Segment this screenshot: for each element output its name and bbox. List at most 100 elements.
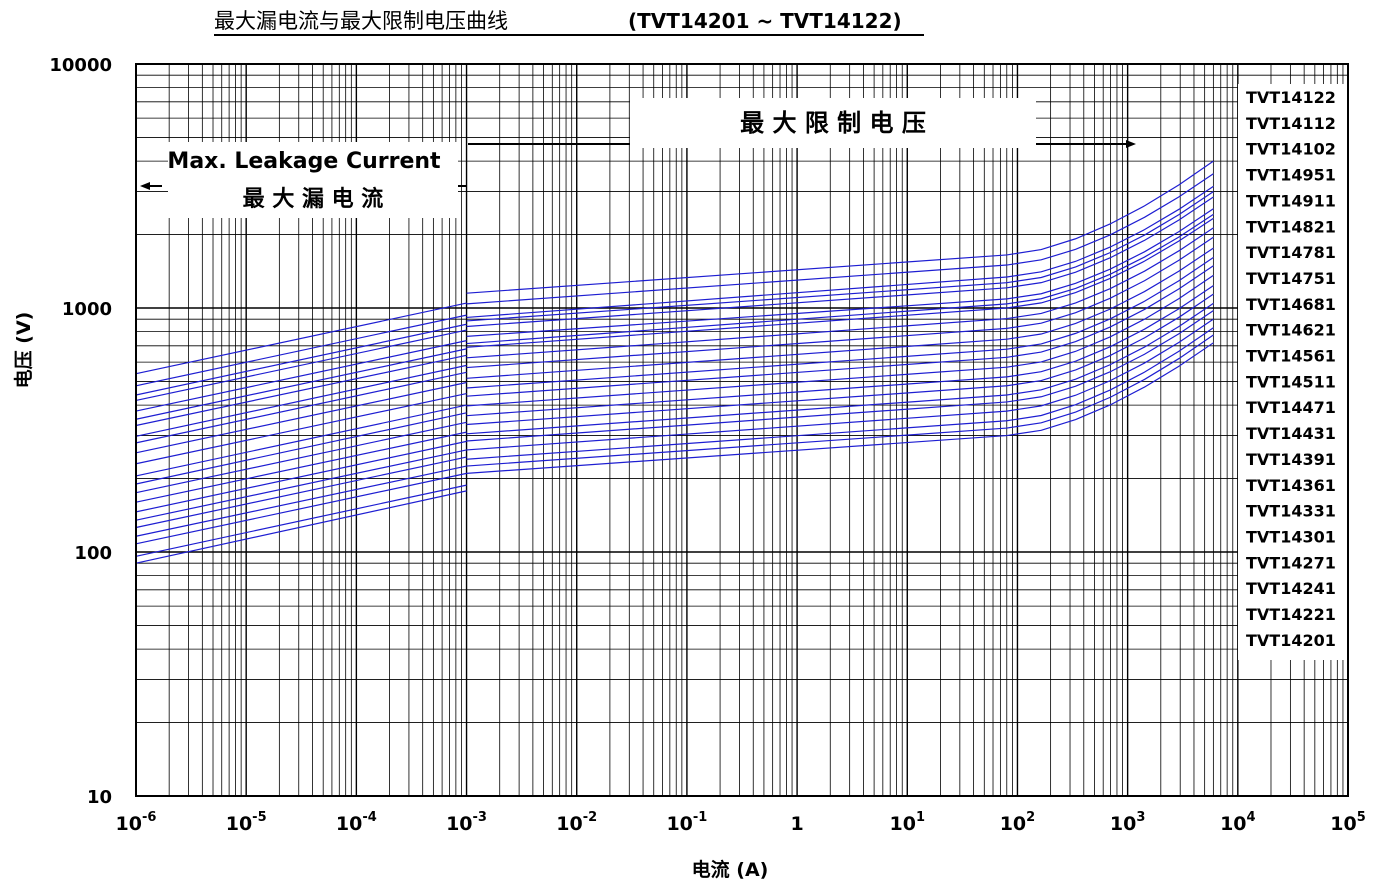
leakage-curve-TVT14681 [135,371,467,444]
y-tick-label: 10 [87,787,112,808]
x-tick-label: 102 [1000,810,1036,835]
clamping-curve-TVT14561 [466,247,1214,379]
leakage-arrow-head [140,182,150,190]
leakage-curve-TVT14331 [135,449,467,521]
legend-entry: TVT14911 [1246,191,1336,210]
leakage-curve-TVT14911 [135,340,467,412]
leakage-curve-TVT14241 [135,472,467,545]
clamping-curve-TVT14781 [466,213,1214,345]
clamping-label: 最 大 限 制 电 压 [740,109,926,137]
y-axis-label: 电压 (V) [12,312,35,389]
legend-entry: TVT14781 [1246,243,1336,262]
clamping-curve-TVT14681 [466,227,1214,359]
x-tick-label: 10-1 [666,810,707,835]
x-tick-label: 105 [1330,810,1366,835]
legend-entry: TVT14511 [1246,372,1336,391]
leakage-curve-TVT14431 [135,421,467,494]
clamping-curve-TVT14112 [466,173,1214,305]
clamping-curve-TVT14201 [466,342,1214,474]
legend-entry: TVT14331 [1246,502,1336,521]
legend-entry: TVT14621 [1246,321,1336,340]
leakage-curve-TVT14361 [135,440,467,513]
leakage-curve-TVT14621 [135,381,467,454]
legend-entry: TVT14471 [1246,398,1336,417]
clamping-curve-TVT14911 [466,196,1214,328]
chart-title-models: (TVT14201 ~ TVT14122) [628,9,902,33]
legend-panel [1238,84,1348,660]
y-tick-labels: 10 100 1000 10000 [49,55,112,808]
leakage-label-en: Max. Leakage Current [167,149,441,174]
series-group [135,160,1214,564]
x-tick-label: 103 [1110,810,1146,835]
x-axis-label: 电流 (A) [692,858,769,881]
x-tick-label: 10-4 [336,810,377,835]
x-tick-label: 10-6 [116,810,157,835]
leakage-curve-TVT14102 [135,323,467,396]
legend-entry: TVT14391 [1246,450,1336,469]
clamping-curve-TVT14271 [466,318,1214,451]
x-tick-label: 101 [890,810,926,835]
x-tick-label: 1 [790,813,803,835]
clamping-curve-TVT14431 [466,274,1214,407]
leakage-curve-TVT14391 [135,431,467,503]
legend-entry: TVT14301 [1246,527,1336,546]
legend-entry: TVT14122 [1246,88,1336,107]
legend-entry: TVT14201 [1246,631,1336,650]
clamping-curve-TVT14221 [466,334,1214,467]
x-tick-label: 10-3 [446,810,487,835]
legend-entry: TVT14221 [1246,605,1336,624]
leakage-curve-TVT14951 [135,329,467,402]
clamping-curve-TVT14122 [466,160,1214,294]
legend-entry: TVT14681 [1246,295,1336,314]
leakage-label-box [168,142,458,218]
y-tick-label: 10000 [49,55,112,76]
leakage-curve-TVT14511 [135,404,467,477]
leakage-curve-TVT14301 [135,456,467,529]
x-tick-label: 10-5 [226,810,267,835]
clamping-curve-TVT14331 [466,302,1214,435]
x-tick-labels: 10-6 10-5 10-4 10-3 10-2 10-1 1 101 102 103 104 105 [116,810,1366,835]
legend-entry: TVT14102 [1246,140,1336,159]
clamping-curve-TVT14471 [466,265,1214,397]
leakage-curve-TVT14271 [135,465,467,537]
legend-entry: TVT14271 [1246,553,1336,572]
clamping-curve-TVT14301 [466,310,1214,442]
leakage-curve-TVT14112 [135,314,467,387]
clamping-curve-TVT14621 [466,236,1214,369]
chart-title: 最大漏电流与最大限制电压曲线 [214,9,508,33]
leakage-curve-TVT14781 [135,354,467,427]
clamping-curve-TVT14241 [466,327,1214,460]
legend-entry: TVT14361 [1246,476,1336,495]
x-tick-label: 104 [1220,810,1256,835]
y-tick-label: 1000 [62,299,112,320]
clamping-curve-TVT14511 [466,257,1214,389]
clamping-curve-TVT14951 [466,191,1214,322]
legend: TVT14122 TVT14112 TVT14102 TVT14951 TVT14911… [1246,88,1336,650]
clamping-label-box [630,98,1036,148]
leakage-curve-TVT14751 [135,364,467,437]
clamping-curve-TVT14102 [466,185,1214,319]
y-tick-label: 100 [74,543,112,564]
leakage-curve-TVT14821 [135,348,467,420]
legend-entry: TVT14751 [1246,269,1336,288]
legend-entry: TVT14431 [1246,424,1336,443]
legend-entry: TVT14561 [1246,347,1336,366]
leakage-curve-TVT14221 [135,484,467,557]
clamping-curve-TVT14361 [466,293,1214,426]
leakage-curve-TVT14471 [135,412,467,485]
legend-entry: TVT14821 [1246,217,1336,236]
clamping-curve-TVT14821 [466,208,1214,337]
leakage-curve-TVT14561 [135,392,467,465]
clamping-curve-TVT14751 [466,217,1214,348]
clamping-curve-TVT14391 [466,285,1214,417]
leakage-curve-TVT14201 [135,490,467,564]
leakage-label-cn: 最 大 漏 电 流 [243,186,384,212]
x-tick-label: 10-2 [556,810,597,835]
plot-frame [135,63,1349,797]
legend-entry: TVT14112 [1246,114,1336,133]
clamping-arrow-head [1126,140,1136,148]
leakage-curve-TVT14122 [135,302,467,375]
legend-entry: TVT14951 [1246,166,1336,185]
legend-entry: TVT14241 [1246,579,1336,598]
